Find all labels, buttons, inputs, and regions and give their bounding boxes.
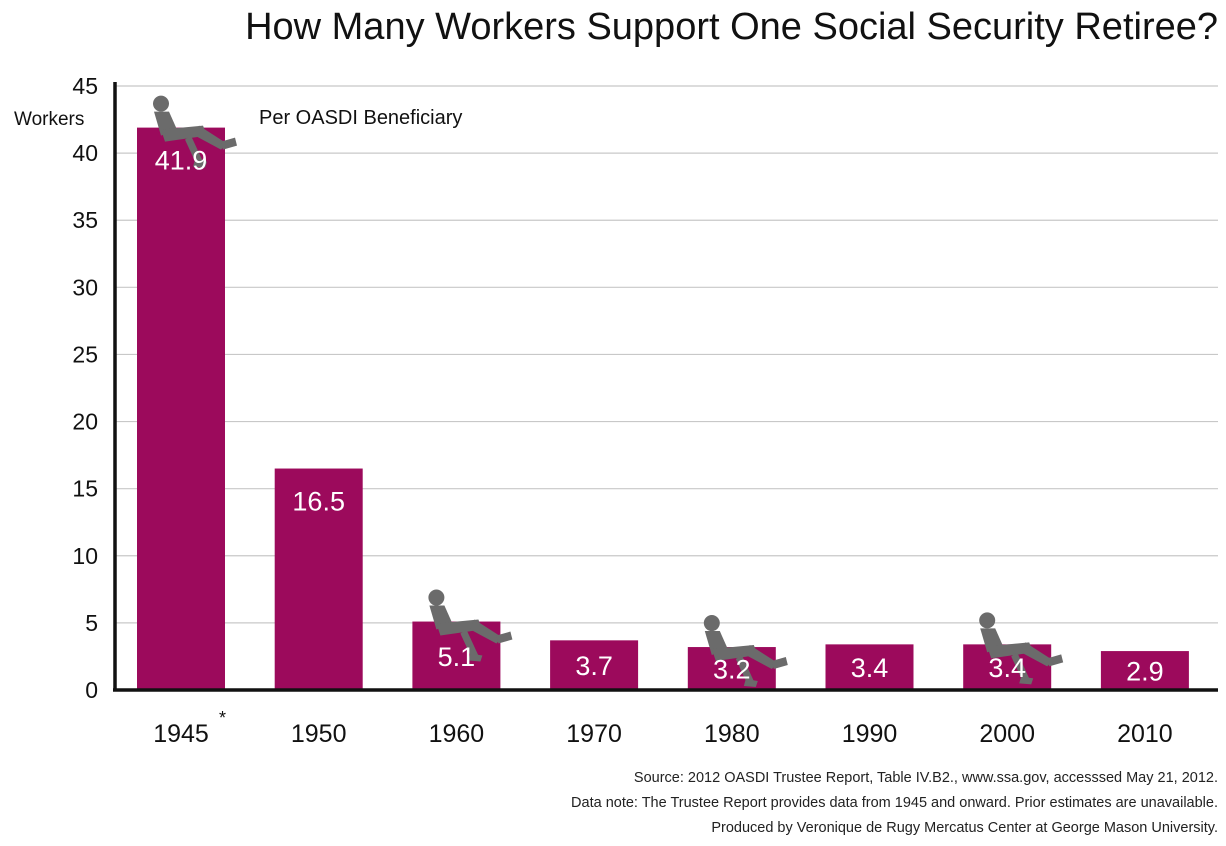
y-tick-label: 25	[72, 341, 98, 367]
x-tick-label: 2000	[979, 720, 1035, 748]
y-tick-label: 0	[85, 677, 98, 703]
axes	[113, 82, 1218, 692]
value-label: 16.5	[292, 487, 345, 517]
x-tick-label: 1945	[153, 720, 209, 748]
bars	[137, 127, 1189, 690]
x-tick-label: 2010	[1117, 720, 1173, 748]
y-tick-label: 30	[72, 274, 98, 300]
x-tick-label: 1980	[704, 720, 760, 748]
x-tick-label: 1990	[842, 720, 898, 748]
y-tick-label: 5	[85, 610, 98, 636]
seated-figures	[153, 95, 1064, 688]
x-tick-footnote-mark: *	[219, 708, 226, 728]
data-note: Data note: The Trustee Report provides d…	[571, 795, 1218, 811]
x-tick-label: 1950	[291, 720, 347, 748]
y-axis-unit-label: Workers	[14, 109, 84, 130]
value-label: 3.7	[575, 651, 613, 681]
seated-figure-icon	[703, 615, 788, 688]
y-tick-label: 15	[72, 476, 98, 502]
chart-title: How Many Workers Support One Social Secu…	[245, 6, 1218, 48]
x-tick-label: 1970	[566, 720, 622, 748]
y-tick-label: 40	[72, 140, 98, 166]
value-label: 5.1	[438, 642, 476, 672]
seated-figure-icon	[153, 95, 237, 168]
bar-1945	[137, 127, 225, 690]
x-tick-label: 1960	[429, 720, 485, 748]
seated-figure-icon	[979, 612, 1064, 685]
y-tick-label: 20	[72, 409, 98, 435]
bar-2010	[1100, 651, 1189, 690]
bar-1990	[825, 644, 914, 690]
y-tick-label: 10	[72, 543, 98, 569]
value-label: 3.2	[713, 655, 751, 685]
y-tick-label: 45	[72, 73, 98, 99]
credit-note: Produced by Veronique de Rugy Mercatus C…	[711, 820, 1218, 836]
y-tick-label: 35	[72, 207, 98, 233]
labels: 0 5 10 15 20 25 30 35 40 45 Workers Per OASDI Benef…	[14, 73, 1173, 748]
source-note: Source: 2012 OASDI Trustee Report, Table…	[633, 770, 1218, 786]
bar-1970	[550, 640, 639, 690]
value-label: 41.9	[155, 146, 208, 176]
bar-1950	[274, 468, 363, 690]
series-label: Per OASDI Beneficiary	[259, 107, 462, 129]
value-label: 3.4	[988, 653, 1026, 683]
value-label: 3.4	[851, 653, 889, 683]
seated-figure-icon	[428, 589, 513, 662]
value-label: 2.9	[1126, 657, 1164, 687]
